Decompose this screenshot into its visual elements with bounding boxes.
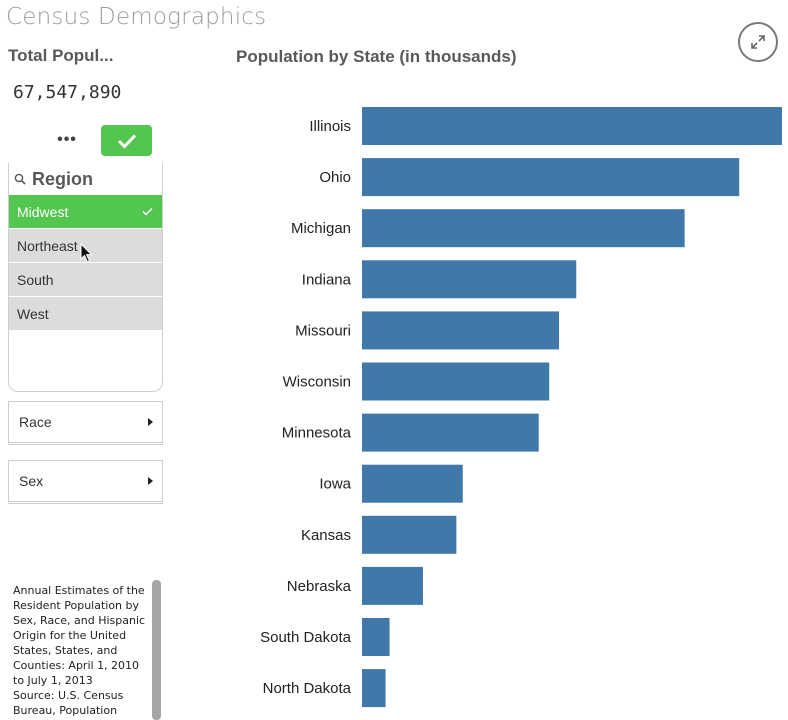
source-scrollbar[interactable] — [152, 580, 161, 720]
category-label-missouri: Missouri — [295, 322, 351, 339]
category-label-indiana: Indiana — [302, 271, 352, 288]
bar-indiana[interactable] — [362, 260, 577, 299]
bar-missouri[interactable] — [362, 311, 560, 350]
bar-wisconsin[interactable] — [362, 362, 550, 401]
bar-ohio[interactable] — [362, 158, 740, 197]
region-item-label: Northeast — [17, 237, 78, 254]
bar-south-dakota[interactable] — [362, 618, 390, 656]
checkmark-icon — [117, 133, 136, 149]
kpi-title: Total Popul... — [8, 46, 114, 65]
bar-michigan[interactable] — [362, 209, 685, 248]
region-item-label: Midwest — [17, 203, 69, 220]
source-note: Annual Estimates of the Resident Populat… — [13, 584, 146, 717]
confirm-selection-button[interactable] — [101, 125, 152, 156]
caret-right-icon — [148, 477, 153, 485]
bar-iowa[interactable] — [362, 464, 463, 503]
category-label-north-dakota: North Dakota — [263, 680, 352, 697]
category-label-illinois: Illinois — [309, 118, 351, 135]
check-icon — [142, 207, 153, 216]
category-label-wisconsin: Wisconsin — [283, 374, 351, 391]
region-item-label: South — [17, 271, 54, 288]
region-listbox-title: Region — [32, 168, 93, 189]
expand-icon — [751, 35, 765, 49]
bar-nebraska[interactable] — [362, 566, 423, 605]
region-item-label: West — [17, 305, 49, 322]
dimension-race-button[interactable]: Race — [8, 401, 163, 445]
region-listbox-header[interactable]: Region — [9, 163, 162, 195]
category-label-ohio: Ohio — [319, 169, 351, 186]
app-title: Census Demographics — [6, 4, 267, 30]
caret-right-icon — [148, 418, 153, 426]
category-label-nebraska: Nebraska — [287, 578, 352, 595]
more-options-button[interactable]: ••• — [56, 130, 78, 150]
fullscreen-button[interactable] — [738, 22, 778, 62]
category-label-south-dakota: South Dakota — [260, 629, 352, 646]
bar-north-dakota[interactable] — [362, 669, 386, 708]
bar-illinois[interactable] — [362, 107, 782, 145]
kpi-value: 67,547,890 — [13, 82, 122, 103]
category-label-michigan: Michigan — [291, 220, 351, 237]
mouse-cursor-icon — [80, 243, 93, 263]
region-item-west[interactable]: West — [9, 297, 162, 331]
more-icon: ••• — [57, 131, 77, 148]
dimension-sex-button[interactable]: Sex — [8, 460, 163, 504]
category-label-iowa: Iowa — [319, 476, 351, 493]
region-listbox: Region Midwest Northeast South West — [8, 163, 163, 392]
category-label-minnesota: Minnesota — [282, 425, 352, 442]
region-item-south[interactable]: South — [9, 263, 162, 297]
bar-minnesota[interactable] — [362, 413, 539, 452]
bar-kansas[interactable] — [362, 515, 457, 554]
region-item-midwest[interactable]: Midwest — [9, 195, 162, 229]
chart-title: Population by State (in thousands) — [236, 47, 517, 66]
category-label-kansas: Kansas — [301, 527, 351, 544]
dimension-label: Race — [19, 414, 52, 430]
search-icon — [14, 173, 26, 185]
dimension-label: Sex — [19, 473, 44, 489]
